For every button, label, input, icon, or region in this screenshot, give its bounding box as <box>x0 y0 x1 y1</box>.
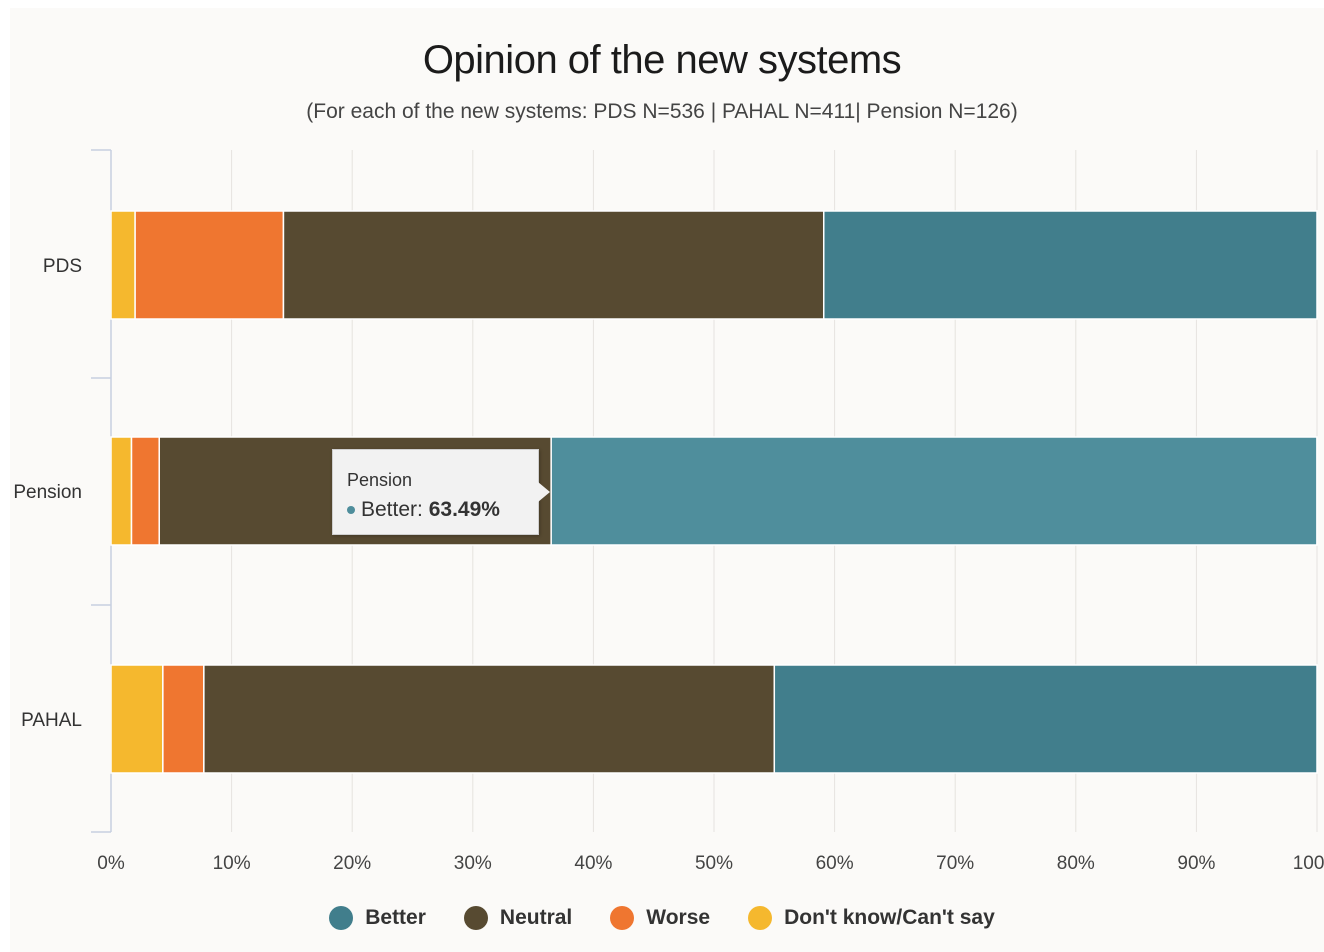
x-tick-label: 10% <box>213 853 251 874</box>
bar-segment <box>134 210 285 320</box>
bar-segment <box>550 436 1318 546</box>
y-category-label: Pension <box>13 482 82 503</box>
legend-dot <box>329 906 354 930</box>
bar-segment <box>110 210 136 320</box>
x-tick-label: 100% <box>1293 853 1324 874</box>
legend-dot <box>463 906 488 930</box>
tooltip-value: 63.49% <box>428 498 500 521</box>
y-category-label: PDS <box>43 256 82 277</box>
x-tick-label: 80% <box>1057 853 1095 874</box>
legend-label: Worse <box>646 906 711 929</box>
x-tick-label: 70% <box>936 853 974 874</box>
legend-dot <box>748 906 773 930</box>
bar-segment <box>773 664 1318 774</box>
legend-item[interactable]: Neutral <box>463 906 573 930</box>
x-tick-label: 30% <box>454 853 492 874</box>
tooltip-row: Better: 63.49% <box>347 498 500 522</box>
chart-title: Opinion of the new systems <box>422 38 902 82</box>
tooltip: Pension Better: 63.49% <box>332 449 550 535</box>
bar-segment <box>110 664 164 774</box>
x-tick-label: 20% <box>333 853 371 874</box>
x-tick-label: 40% <box>574 853 612 874</box>
y-category-label: PAHAL <box>21 710 82 731</box>
tooltip-label: Better: <box>361 498 423 521</box>
legend-label: Neutral <box>499 906 573 929</box>
x-tick-label: 50% <box>695 853 733 874</box>
legend-item[interactable]: Don't know/Can't say <box>748 906 995 930</box>
x-tick-label: 0% <box>97 853 125 874</box>
bar-segment <box>110 436 133 546</box>
bar-segment <box>822 210 1318 320</box>
x-tick-label: 90% <box>1177 853 1215 874</box>
bar-segment <box>203 664 776 774</box>
x-tick-label: 60% <box>816 853 854 874</box>
tooltip-title: Pension <box>347 470 413 490</box>
legend-dot <box>610 906 635 930</box>
bar-segment <box>162 664 205 774</box>
legend-label: Better <box>365 906 426 929</box>
tooltip-series-dot <box>347 506 355 515</box>
bar-segment <box>282 210 825 320</box>
legend: Better Neutral Worse Don't know/Can't say <box>0 906 1324 930</box>
legend-item[interactable]: Worse <box>610 906 710 930</box>
bar-segment <box>130 436 160 546</box>
chart-subtitle: (For each of the new systems: PDS N=536 … <box>306 100 1018 123</box>
legend-label: Don't know/Can't say <box>784 906 995 929</box>
legend-item[interactable]: Better <box>329 906 426 930</box>
